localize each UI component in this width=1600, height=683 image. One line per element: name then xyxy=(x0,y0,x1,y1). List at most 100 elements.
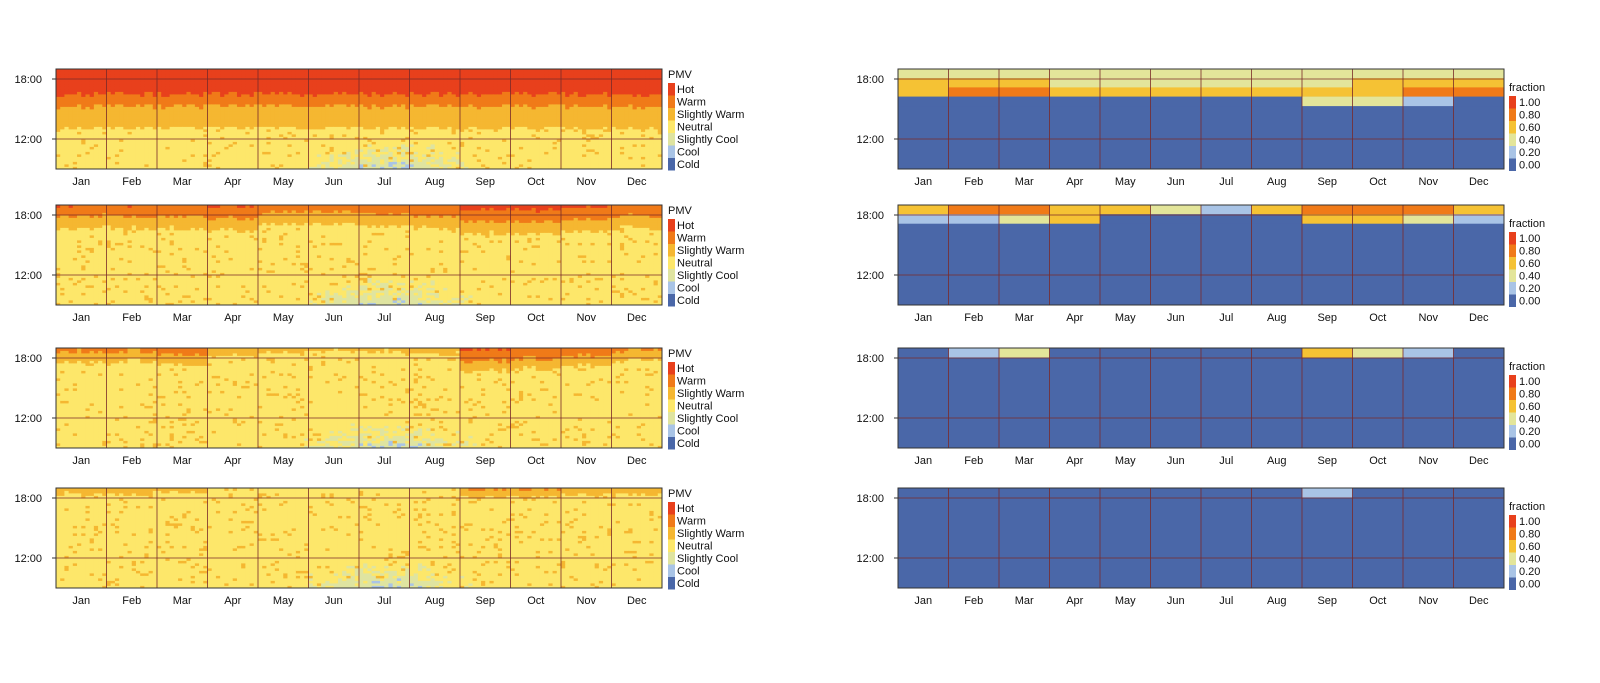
pmv-cell xyxy=(556,104,562,107)
pmv-cell xyxy=(514,159,520,162)
pmv-cell xyxy=(127,134,133,137)
pmv-cell xyxy=(493,139,499,142)
pmv-cell xyxy=(333,159,339,162)
pmv-cell xyxy=(451,129,457,132)
pmv-cell xyxy=(157,114,162,117)
pmv-cell xyxy=(485,106,490,110)
pmv-cell xyxy=(363,124,368,127)
pmv-cell xyxy=(68,139,74,142)
pmv-cell xyxy=(544,156,549,160)
pmv-cell xyxy=(236,91,242,95)
pmv-cell xyxy=(249,89,255,92)
pmv-cell xyxy=(337,94,343,97)
pmv-cell xyxy=(451,116,457,120)
pmv-cell xyxy=(68,166,74,170)
pmv-cell xyxy=(232,76,238,80)
pmv-cell xyxy=(110,161,116,165)
pmv-cell xyxy=(245,116,250,120)
pmv-cell xyxy=(220,144,225,147)
pmv-cell xyxy=(165,99,171,102)
pmv-cell xyxy=(451,154,457,157)
pmv-cell xyxy=(380,149,385,152)
pmv-cell xyxy=(102,136,107,140)
pmv-cell xyxy=(194,104,200,107)
pmv-cell xyxy=(106,129,112,132)
pmv-cell xyxy=(460,164,465,167)
pmv-cell xyxy=(329,79,335,82)
pmv-cell xyxy=(455,109,461,112)
pmv-cell xyxy=(194,114,200,117)
pmv-cell xyxy=(468,121,474,125)
pmv-cell xyxy=(371,121,377,125)
pmv-cell xyxy=(485,79,490,82)
pmv-cell xyxy=(274,166,280,170)
pmv-cell xyxy=(371,79,377,82)
pmv-cell xyxy=(438,111,444,115)
pmv-cell xyxy=(422,99,427,102)
pmv-cell xyxy=(329,156,335,160)
pmv-cell xyxy=(68,81,74,85)
pmv-cell xyxy=(510,139,516,142)
pmv-cell xyxy=(573,164,579,167)
pmv-cell xyxy=(388,84,394,87)
pmv-cell xyxy=(224,139,229,142)
pmv-cell xyxy=(405,121,410,125)
pmv-cell xyxy=(514,149,520,152)
pmv-cell xyxy=(93,116,99,120)
pmv-cell xyxy=(455,154,461,157)
pmv-cell xyxy=(489,106,495,110)
pmv-cell xyxy=(123,109,128,112)
pmv-cell xyxy=(119,124,124,127)
pmv-cell xyxy=(468,106,474,110)
pmv-cell xyxy=(253,146,259,150)
pmv-cell xyxy=(152,129,158,132)
pmv-cell xyxy=(476,109,482,112)
pmv-cell xyxy=(460,149,465,152)
pmv-cell xyxy=(89,114,95,117)
pmv-cell xyxy=(72,161,78,165)
pmv-cell xyxy=(89,146,95,150)
pmv-cell xyxy=(148,149,154,152)
pmv-cell xyxy=(506,109,511,112)
pmv-cell xyxy=(135,81,141,85)
pmv-cell xyxy=(266,136,272,140)
pmv-cell xyxy=(148,164,154,167)
pmv-cell xyxy=(68,101,74,105)
pmv-cell xyxy=(89,84,95,87)
pmv-cell xyxy=(161,89,166,92)
pmv-cell xyxy=(443,129,448,132)
pmv-cell xyxy=(325,91,330,95)
pmv-cell xyxy=(565,161,570,165)
pmv-cell xyxy=(434,124,440,127)
pmv-cell xyxy=(283,99,288,102)
pmv-cell xyxy=(544,116,549,120)
pmv-cell xyxy=(249,131,255,135)
pmv-cell xyxy=(455,84,461,87)
pmv-cell xyxy=(81,111,86,115)
pmv-cell xyxy=(363,71,368,75)
pmv-cell xyxy=(245,131,250,135)
pmv-cell xyxy=(363,111,368,115)
pmv-cell xyxy=(325,154,330,157)
pmv-cell xyxy=(481,109,486,112)
pmv-cell xyxy=(396,84,402,87)
pmv-cell xyxy=(523,164,528,167)
pmv-cell xyxy=(131,159,137,162)
pmv-cell xyxy=(346,166,351,170)
pmv-cell xyxy=(561,74,566,77)
pmv-cell xyxy=(535,156,541,160)
pmv-cell xyxy=(375,136,381,140)
pmv-cell xyxy=(274,74,280,77)
pmv-cell xyxy=(232,141,238,145)
pmv-cell xyxy=(274,151,280,155)
pmv-cell xyxy=(85,89,91,92)
pmv-cell xyxy=(531,104,537,107)
pmv-cell xyxy=(405,159,410,162)
pmv-cell xyxy=(60,79,65,82)
pmv-cell xyxy=(325,109,330,112)
pmv-cell xyxy=(371,154,377,157)
pmv-cell xyxy=(249,161,255,165)
pmv-cell xyxy=(367,71,373,75)
pmv-cell xyxy=(274,111,280,115)
pmv-cell xyxy=(68,69,74,72)
